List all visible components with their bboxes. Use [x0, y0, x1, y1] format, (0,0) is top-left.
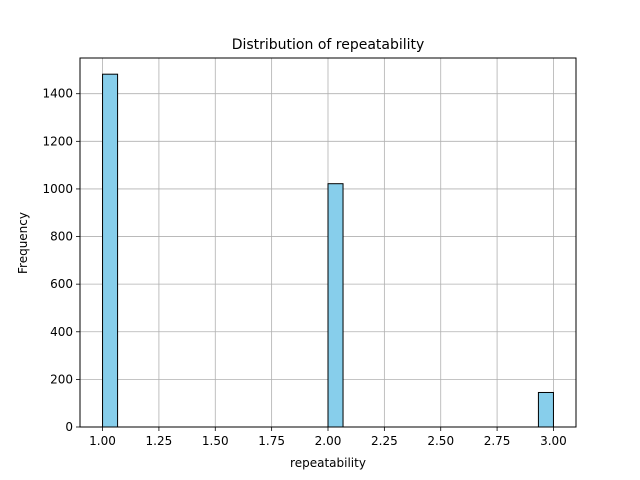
x-tick-label-1: 1.25: [146, 434, 173, 448]
y-tick-label-5: 1000: [42, 182, 73, 196]
x-tick-label-6: 2.50: [427, 434, 454, 448]
x-axis-label: repeatability: [290, 456, 366, 470]
x-tick-label-0: 1.00: [89, 434, 116, 448]
y-tick-label-7: 1400: [42, 87, 73, 101]
x-tick-label-7: 2.75: [484, 434, 511, 448]
x-tick-label-2: 1.50: [202, 434, 229, 448]
x-tick-label-3: 1.75: [258, 434, 285, 448]
y-tick-label-6: 1200: [42, 134, 73, 148]
y-tick-label-2: 400: [50, 325, 73, 339]
y-tick-label-3: 600: [50, 277, 73, 291]
y-tick-label-1: 200: [50, 372, 73, 386]
x-tick-label-4: 2.00: [315, 434, 342, 448]
y-axis-label: Frequency: [16, 212, 30, 274]
y-tick-label-4: 800: [50, 230, 73, 244]
x-axis-ticks: 1.00 1.25 1.50 1.75 2.00 2.25 2.50 2.75 3.00: [89, 427, 567, 448]
x-tick-label-5: 2.25: [371, 434, 398, 448]
y-tick-label-0: 0: [65, 420, 73, 434]
chart-title: Distribution of repeatability: [232, 37, 425, 53]
x-tick-label-8: 3.00: [540, 434, 567, 448]
histogram-bar-2: [537, 391, 554, 428]
y-axis-ticks: 0 200 400 600 800 1000 1200 1400: [42, 87, 80, 434]
histogram-bar-0: [102, 73, 119, 428]
histogram-bar-1: [327, 183, 344, 428]
